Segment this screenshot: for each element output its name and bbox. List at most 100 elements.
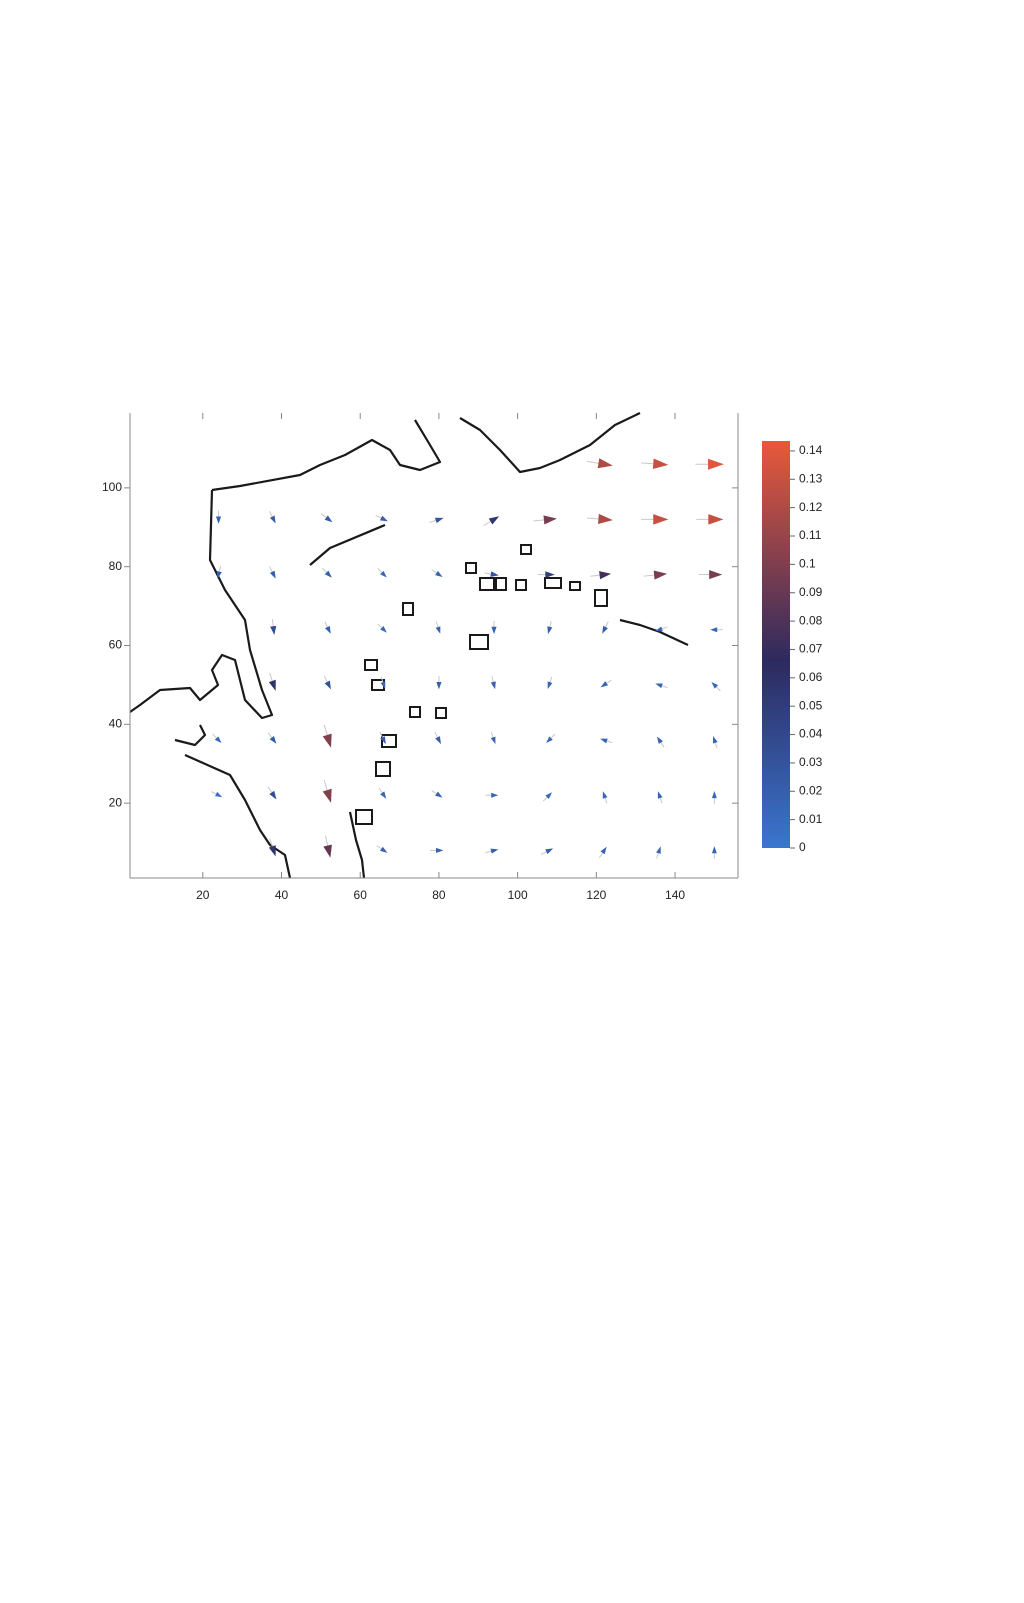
island <box>381 734 397 748</box>
arrow <box>323 844 332 858</box>
arrow <box>435 736 441 745</box>
island <box>544 577 562 589</box>
arrow <box>711 846 717 854</box>
colorbar-tick-label: 0 <box>799 840 806 854</box>
arrow <box>435 847 444 854</box>
arrow <box>490 571 499 577</box>
coastline <box>129 412 689 879</box>
arrow <box>708 458 724 470</box>
arrow <box>380 626 387 633</box>
arrow <box>215 516 222 524</box>
arrow <box>380 736 386 745</box>
arrow <box>268 679 276 691</box>
arrow <box>655 683 663 689</box>
arrow <box>214 736 222 744</box>
arrow <box>597 458 613 469</box>
island <box>355 809 373 825</box>
x-tick-label: 140 <box>665 888 685 902</box>
arrow <box>602 791 608 799</box>
arrow <box>434 517 444 524</box>
y-tick-label: 60 <box>109 638 123 652</box>
arrow <box>490 681 496 690</box>
arrow <box>435 791 443 798</box>
arrow <box>546 736 553 744</box>
colorbar-tick-label: 0.11 <box>799 528 822 542</box>
island <box>402 602 414 616</box>
arrow <box>656 846 661 854</box>
arrow <box>379 846 388 853</box>
island <box>569 581 581 591</box>
coast-west <box>129 489 274 720</box>
arrow <box>598 513 613 524</box>
colorbar-tick-label: 0.08 <box>799 613 823 627</box>
colorbar-tick-label: 0.06 <box>799 670 823 684</box>
long-island <box>309 523 386 566</box>
x-tick-label: 120 <box>586 888 606 902</box>
arrow <box>269 515 276 524</box>
arrow <box>435 626 441 634</box>
island <box>364 659 378 671</box>
coast-north <box>211 419 442 492</box>
arrow <box>599 571 612 580</box>
island <box>469 634 489 650</box>
island <box>409 706 421 718</box>
arrow <box>545 848 554 855</box>
arrow <box>379 515 388 522</box>
arrow <box>602 625 608 634</box>
island <box>520 544 532 555</box>
arrow <box>712 736 718 744</box>
coast-southwest <box>174 724 292 879</box>
arrow <box>490 736 496 745</box>
arrow <box>324 680 331 690</box>
arrow <box>547 681 553 689</box>
x-tick-label: 100 <box>508 888 528 902</box>
arrow <box>600 738 608 744</box>
colorbar-tick-label: 0.14 <box>799 443 823 457</box>
arrow <box>324 515 333 523</box>
arrow <box>380 791 387 799</box>
arrow <box>268 845 276 857</box>
colorbar-tick-label: 0.09 <box>799 585 823 599</box>
y-tick-label: 20 <box>109 795 123 809</box>
island <box>435 707 447 719</box>
arrow <box>491 626 497 635</box>
coast-northeast <box>459 412 641 474</box>
arrow <box>600 681 609 688</box>
colorbar-tick-label: 0.01 <box>799 812 823 826</box>
arrow <box>656 736 664 744</box>
arrow <box>380 570 387 578</box>
island <box>594 589 608 607</box>
x-tick-label: 60 <box>354 888 368 902</box>
arrow <box>435 570 443 577</box>
arrow <box>545 792 553 799</box>
arrow <box>269 735 277 744</box>
arrow <box>380 681 386 689</box>
coast-channel <box>348 811 366 879</box>
arrow <box>216 571 222 579</box>
arrow <box>709 570 723 580</box>
arrow <box>325 625 331 634</box>
colorbar-tick-label: 0.12 <box>799 500 823 514</box>
arrow <box>269 570 276 579</box>
arrow <box>324 570 332 578</box>
x-tick-label: 40 <box>275 888 289 902</box>
arrow <box>543 515 557 525</box>
arrow <box>545 571 555 578</box>
island <box>515 579 527 591</box>
arrow <box>711 681 719 689</box>
island-chain <box>619 618 689 646</box>
colorbar-tick-label: 0.03 <box>799 755 823 769</box>
arrow <box>653 570 668 580</box>
y-tick-label: 80 <box>109 559 123 573</box>
arrow <box>488 516 500 525</box>
colorbar-tick-label: 0.13 <box>799 471 823 485</box>
colorbar-tick-label: 0.07 <box>799 642 823 656</box>
arrow <box>710 627 718 633</box>
colorbar <box>762 441 790 848</box>
arrow <box>708 514 724 525</box>
y-tick-label: 40 <box>109 716 123 730</box>
colorbar-tick-label: 0.04 <box>799 727 823 741</box>
colorbar-tick-label: 0.02 <box>799 783 823 797</box>
arrow <box>215 791 223 798</box>
